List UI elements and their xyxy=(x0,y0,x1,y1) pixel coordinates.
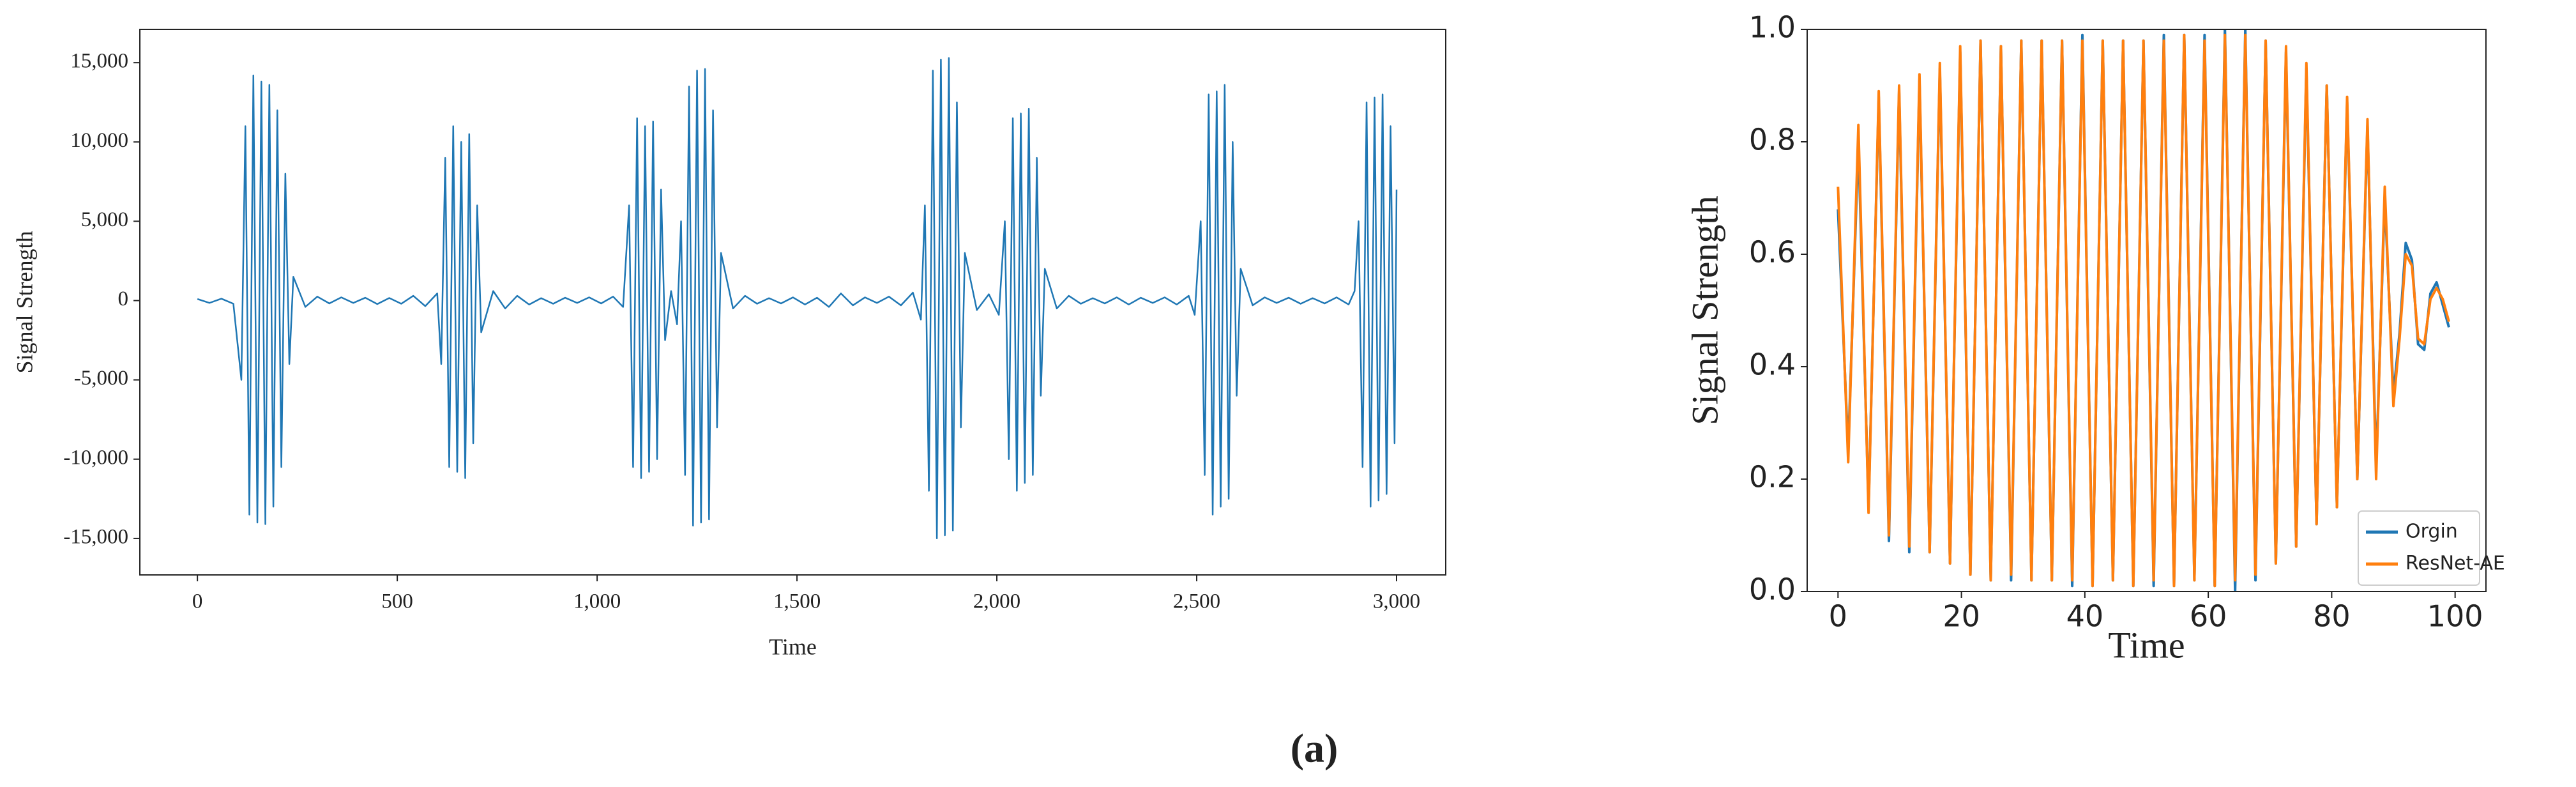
x-tick-label: 500 xyxy=(381,590,413,613)
y-tick-label: 0.2 xyxy=(1749,460,1796,494)
x-tick-label: 80 xyxy=(2313,599,2351,634)
y-tick-label: 10,000 xyxy=(70,129,128,152)
y-tick-label: -15,000 xyxy=(63,525,128,548)
y-tick-label: 5,000 xyxy=(81,208,128,231)
y-tick-label: 1.0 xyxy=(1749,10,1796,45)
plot-frame xyxy=(139,29,1446,576)
y-tick-label: 0.8 xyxy=(1749,123,1796,157)
x-tick-label: 1,000 xyxy=(573,590,621,613)
x-axis-label: Time xyxy=(769,634,817,659)
y-axis-label: Signal Strength xyxy=(1684,195,1725,425)
legend-label: Orgin xyxy=(2406,521,2458,543)
data-line xyxy=(197,57,1398,540)
figure-label: (a) xyxy=(1291,726,1338,771)
x-tick-label: 0 xyxy=(192,590,203,613)
y-tick-label: -5,000 xyxy=(74,367,128,390)
y-tick-label: 0.4 xyxy=(1749,348,1796,382)
plot-area xyxy=(197,57,1398,540)
plot-frame xyxy=(1807,29,2487,592)
y-tick-label: -10,000 xyxy=(63,446,128,469)
x-tick-label: 0 xyxy=(1829,599,1847,634)
data-line xyxy=(1837,33,2450,588)
x-tick-label: 3,000 xyxy=(1373,590,1420,613)
x-tick-label: 100 xyxy=(2427,599,2483,634)
plot-area xyxy=(1837,29,2450,592)
x-tick-label: 2,500 xyxy=(1173,590,1220,613)
x-tick-label: 1,500 xyxy=(773,590,821,613)
y-tick-label: 0.6 xyxy=(1749,235,1796,270)
legend-box xyxy=(2358,510,2480,586)
x-tick-label: 60 xyxy=(2190,599,2227,634)
y-axis-label: Signal Strength xyxy=(11,231,37,374)
x-tick-label: 40 xyxy=(2066,599,2104,634)
x-tick-label: 20 xyxy=(1943,599,1980,634)
legend-label: ResNet-AE xyxy=(2406,553,2505,575)
y-tick-label: 0 xyxy=(118,287,129,310)
y-tick-label: 15,000 xyxy=(70,50,128,73)
x-tick-label: 2,000 xyxy=(973,590,1020,613)
x-axis-label: Time xyxy=(2108,624,2185,666)
y-tick-label: 0.0 xyxy=(1749,572,1796,607)
